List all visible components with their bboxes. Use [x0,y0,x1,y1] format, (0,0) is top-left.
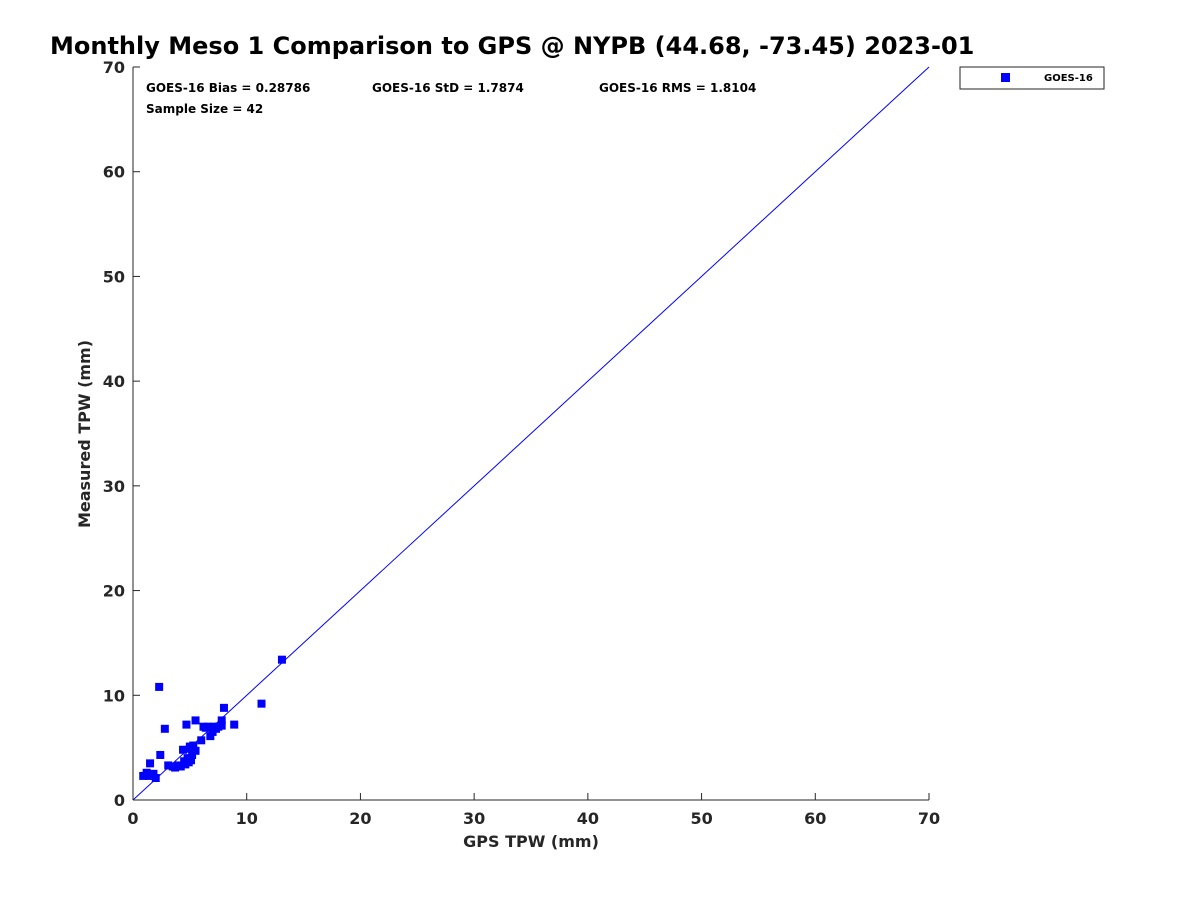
y-tick-label: 0 [114,791,125,810]
x-tick-label: 70 [918,809,940,828]
x-tick-label: 0 [127,809,138,828]
data-point [230,720,239,729]
x-tick-label: 20 [349,809,371,828]
one-to-one-reference-line [132,66,930,801]
x-tick-label: 30 [463,809,485,828]
legend-marker-square [1001,73,1010,82]
data-point [160,724,169,733]
data-point [217,716,226,725]
y-axis-ticks: 0 10 20 30 40 50 60 70 [103,58,140,810]
data-point [206,732,215,741]
data-point [191,746,200,755]
data-point [257,699,266,708]
data-point [197,736,206,745]
x-tick-label: 50 [690,809,712,828]
data-point [179,745,188,754]
legend-box [959,66,1105,90]
legend-entry-goes16: GOES-16 [1044,73,1093,84]
data-point [149,769,158,778]
x-axis-ticks: 0 10 20 30 40 50 60 70 [127,793,940,828]
data-point [164,761,173,770]
stat-std: GOES-16 StD = 1.7874 [372,81,524,95]
y-tick-label: 50 [103,267,125,286]
x-tick-label: 40 [577,809,599,828]
data-point [155,682,164,691]
stat-bias: GOES-16 Bias = 0.28786 [146,81,310,95]
data-point [201,723,210,732]
data-point [277,655,286,664]
data-point [182,720,191,729]
y-tick-label: 60 [103,163,125,182]
data-point [191,716,200,725]
chart-title: Monthly Meso 1 Comparison to GPS @ NYPB … [50,32,974,60]
data-point [176,762,185,771]
plot-area: 0 10 20 30 40 50 60 70 0 10 20 30 40 50 60 70 [103,58,940,828]
stat-rms: GOES-16 RMS = 1.8104 [599,81,756,95]
data-point [146,759,155,768]
data-point [185,744,194,753]
y-tick-label: 10 [103,686,125,705]
data-point [219,703,228,712]
y-tick-label: 20 [103,582,125,601]
data-point [188,750,197,759]
x-tick-label: 10 [236,809,258,828]
data-point [217,721,226,730]
legend: GOES-16 [959,66,1105,90]
stat-sample-size: Sample Size = 42 [146,102,263,116]
x-axis-label: GPS TPW (mm) [463,832,599,851]
data-point [144,771,153,780]
y-axis-label: Measured TPW (mm) [75,340,94,528]
y-tick-label: 30 [103,477,125,496]
y-tick-label: 40 [103,372,125,391]
data-point [156,750,165,759]
data-points [139,655,286,783]
data-point [151,774,160,783]
x-tick-label: 60 [804,809,826,828]
data-point [186,756,195,765]
y-tick-label: 70 [103,58,125,77]
